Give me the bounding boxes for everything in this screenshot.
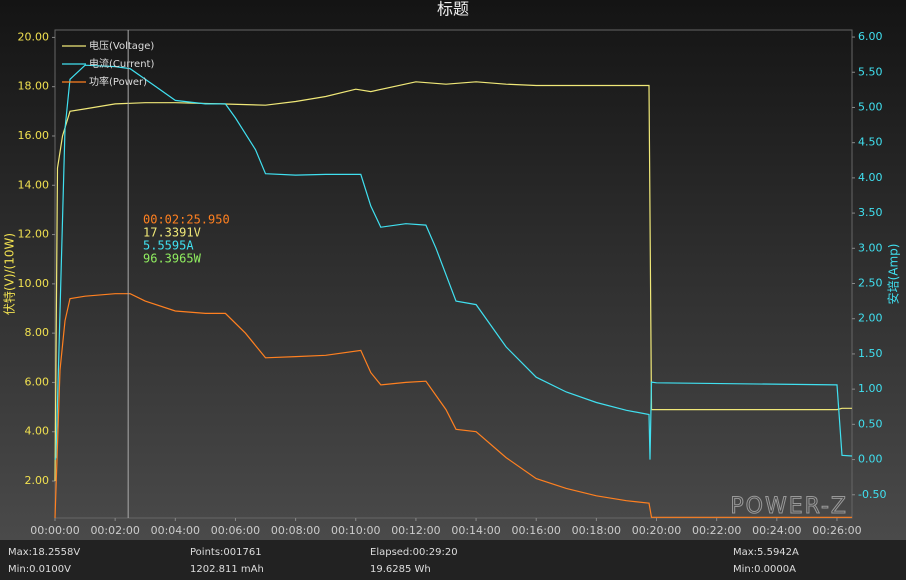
y2-tick-label: 2.50	[858, 277, 883, 290]
cursor-label: 96.3965W	[143, 252, 202, 266]
x-tick-label: 00:08:00	[271, 524, 320, 537]
chart-title: 标题	[437, 0, 469, 19]
y2-tick-label: 6.00	[858, 30, 883, 43]
footer-stat: Elapsed:00:29:20	[370, 547, 458, 558]
x-tick-label: 00:00:00	[30, 524, 79, 537]
y2-tick-label: 5.00	[858, 100, 883, 113]
legend-label: 电流(Current)	[89, 57, 154, 70]
x-tick-label: 00:18:00	[572, 524, 621, 537]
y2-tick-label: 3.00	[858, 241, 883, 254]
footer-stat: Points:001761	[190, 547, 262, 558]
y-tick-label: 14.00	[18, 178, 50, 191]
x-tick-label: 00:04:00	[151, 524, 200, 537]
x-tick-label: 00:22:00	[692, 524, 741, 537]
series-line	[54, 81, 852, 482]
y-tick-label: 12.00	[18, 228, 50, 241]
x-tick-label: 00:20:00	[632, 524, 681, 537]
y-tick-label: 16.00	[18, 129, 50, 142]
y2-tick-label: 3.50	[858, 206, 883, 219]
footer-stat: Max:18.2558V	[8, 547, 80, 558]
footer-stat: 1202.811 mAh	[190, 564, 264, 575]
x-tick-label: 00:06:00	[211, 524, 260, 537]
y2-axis-label: 安培(Amp)	[886, 244, 901, 305]
footer-bar	[0, 540, 906, 580]
x-tick-label: 00:10:00	[331, 524, 380, 537]
y2-tick-label: 5.50	[858, 65, 883, 78]
y2-tick-label: 0.50	[858, 417, 883, 430]
x-tick-label: 00:14:00	[451, 524, 500, 537]
x-tick-label: 00:16:00	[512, 524, 561, 537]
y-tick-label: 6.00	[25, 375, 50, 388]
y2-tick-label: 2.00	[858, 312, 883, 325]
y-tick-label: 18.00	[18, 80, 50, 93]
y-axis-label: 伏特(V)/(10W)	[2, 233, 17, 315]
y2-tick-label: 1.00	[858, 382, 883, 395]
x-tick-label: 00:02:00	[90, 524, 139, 537]
y2-tick-label: 0.00	[858, 453, 883, 466]
y2-tick-label: -0.50	[858, 488, 886, 501]
cursor-label: 17.3391V	[143, 226, 201, 240]
cursor-label: 5.5595A	[143, 239, 194, 253]
background	[0, 0, 906, 540]
legend-label: 电压(Voltage)	[89, 39, 154, 52]
y-tick-label: 20.00	[18, 30, 50, 43]
footer-stat: 19.6285 Wh	[370, 564, 431, 575]
x-tick-label: 00:26:00	[812, 524, 861, 537]
legend-label: 功率(Power)	[89, 75, 147, 88]
footer-stat: Max:5.5942A	[733, 547, 799, 558]
y-tick-label: 8.00	[25, 326, 50, 339]
y-tick-label: 4.00	[25, 425, 50, 438]
y2-tick-label: 1.50	[858, 347, 883, 360]
y-tick-label: 10.00	[18, 277, 50, 290]
x-tick-label: 00:12:00	[391, 524, 440, 537]
plot-frame	[54, 29, 853, 519]
footer-stat: Min:0.0100V	[8, 564, 71, 575]
y-tick-label: 2.00	[25, 474, 50, 487]
y2-tick-label: 4.00	[858, 171, 883, 184]
watermark: POWER-Z	[730, 494, 848, 519]
x-tick-label: 00:24:00	[752, 524, 801, 537]
series-line	[54, 293, 852, 519]
cursor-label: 00:02:25.950	[143, 213, 230, 227]
y2-tick-label: 4.50	[858, 136, 883, 149]
footer-stat: Min:0.0000A	[733, 564, 796, 575]
series-line	[54, 64, 853, 460]
